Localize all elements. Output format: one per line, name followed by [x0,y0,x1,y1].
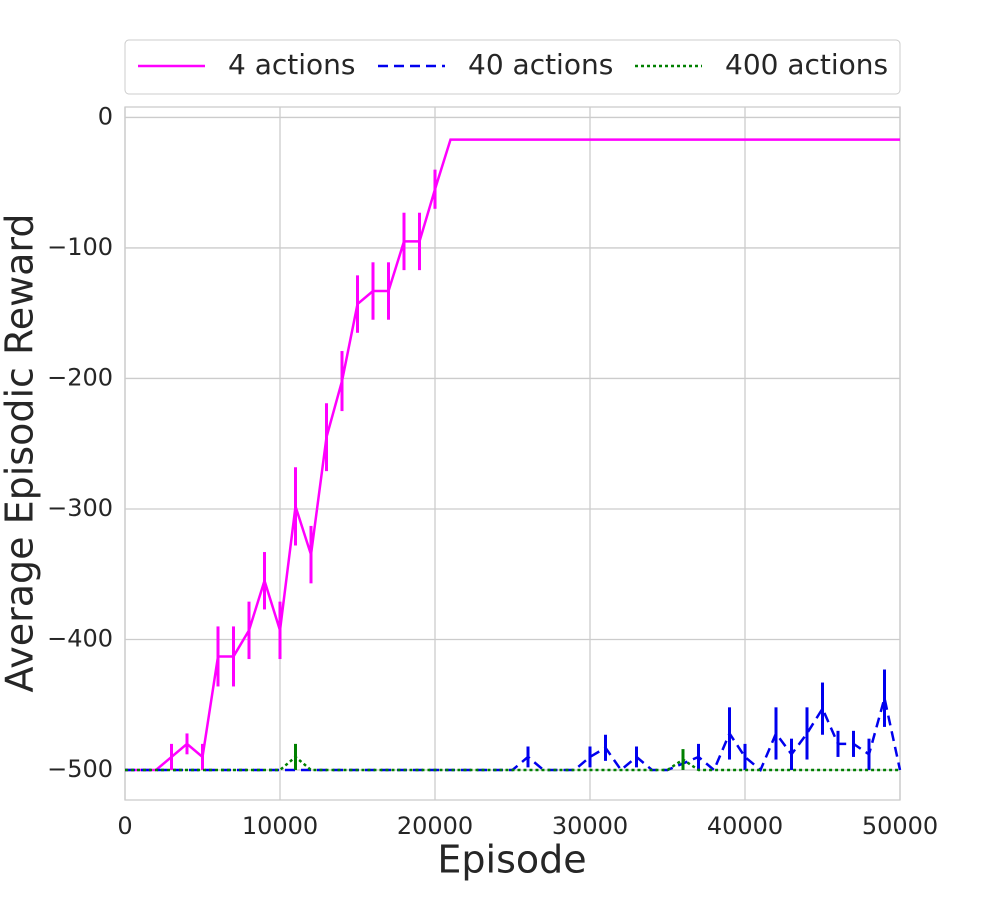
y-tick-label: −100 [47,233,113,261]
x-axis-label: Episode [437,838,586,882]
y-tick-label: −300 [47,494,113,522]
x-tick-label: 0 [117,812,132,840]
series-line [125,138,900,772]
x-tick-label: 20000 [397,812,473,840]
legend-label: 4 actions [228,48,356,81]
x-tick-label: 40000 [707,812,783,840]
y-tick-label: −400 [47,624,113,652]
y-tick-label: −500 [47,755,113,783]
y-tick-label: −200 [47,363,113,391]
y-axis-label: Average Episodic Reward [0,213,42,692]
plot-frame [124,106,901,801]
legend-box [124,39,901,95]
y-tick-label: 0 [98,102,113,130]
legend-label: 400 actions [725,48,888,81]
x-tick-label: 50000 [862,812,938,840]
legend-label: 40 actions [468,48,613,81]
x-tick-label: 10000 [242,812,318,840]
series-line [125,755,900,772]
x-tick-label: 30000 [552,812,628,840]
